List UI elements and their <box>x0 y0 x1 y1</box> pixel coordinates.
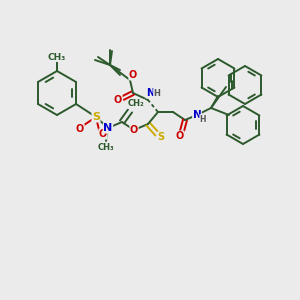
Text: O: O <box>99 129 107 139</box>
Text: H: H <box>154 88 160 98</box>
Text: H: H <box>200 115 206 124</box>
Text: S: S <box>158 132 165 142</box>
Text: CH₂: CH₂ <box>128 100 144 109</box>
Text: O: O <box>76 124 84 134</box>
Text: O: O <box>130 125 138 135</box>
Text: S: S <box>92 112 100 122</box>
Text: O: O <box>129 70 137 80</box>
Text: CH₃: CH₃ <box>48 52 66 62</box>
Text: O: O <box>114 95 122 105</box>
Text: N: N <box>193 110 201 120</box>
Text: N: N <box>146 88 154 98</box>
Text: N: N <box>103 123 112 133</box>
Text: O: O <box>176 131 184 141</box>
Text: CH₃: CH₃ <box>98 142 114 152</box>
